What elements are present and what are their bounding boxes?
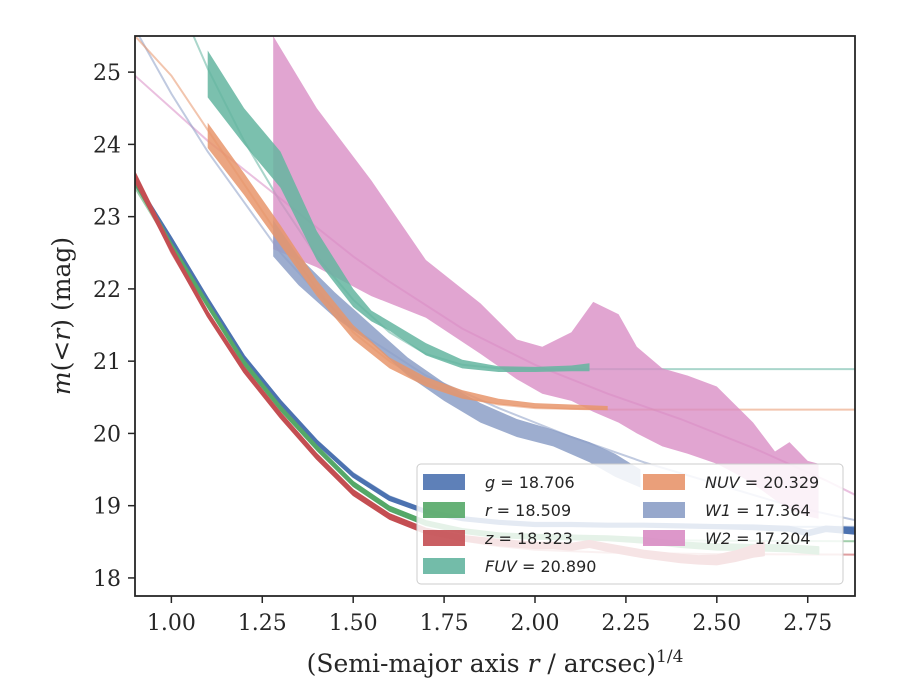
legend-label-z: z = 18.323: [484, 529, 573, 548]
x-tick-label: 2.25: [601, 611, 650, 636]
band-w1: [273, 220, 641, 488]
legend-label-g: g = 18.706: [485, 473, 575, 492]
x-tick-label: 1.75: [420, 611, 469, 636]
legend-label-r: r = 18.509: [485, 501, 571, 520]
y-tick-label: 23: [93, 206, 121, 231]
legend: g = 18.706 r = 18.509 z = 18.323 FUV = 20.8…: [416, 463, 844, 585]
legend-swatch-r: [423, 502, 465, 518]
axis-ticks: 1.00 1.25 1.50 1.75 2.00 2.25 2.50 2.75 18 19 20 21…: [93, 61, 832, 636]
legend-label-fuv: FUV = 20.890: [485, 557, 596, 576]
y-tick-label: 20: [93, 422, 121, 447]
y-axis-title: m(<r) (mag): [47, 237, 76, 395]
y-tick-label: 19: [93, 495, 121, 520]
legend-swatch-w1: [643, 502, 685, 518]
legend-swatch-nuv: [643, 474, 685, 490]
x-tick-label: 1.00: [147, 611, 196, 636]
x-tick-label: 2.00: [511, 611, 560, 636]
y-tick-label: 21: [93, 350, 121, 375]
x-tick-label: 2.50: [692, 611, 741, 636]
y-tick-label: 24: [93, 133, 121, 158]
x-tick-label: 1.50: [329, 611, 378, 636]
y-tick-label: 25: [93, 61, 121, 86]
legend-label-nuv: NUV = 20.329: [705, 473, 819, 492]
legend-frame: [416, 463, 844, 585]
y-tick-label: 22: [93, 278, 121, 303]
legend-swatch-w2: [643, 530, 685, 546]
x-axis-title: (Semi-major axis r / arcsec)1/4: [307, 647, 684, 678]
legend-swatch-g: [423, 474, 465, 490]
x-tick-label: 2.75: [783, 611, 832, 636]
band-w2: [273, 36, 819, 519]
legend-label-w2: W2 = 17.204: [705, 529, 811, 548]
legend-swatch-fuv: [423, 558, 465, 574]
legend-label-w1: W1 = 17.364: [705, 501, 811, 520]
x-tick-label: 1.25: [238, 611, 287, 636]
plot-frame: [134, 35, 856, 597]
band-g: [135, 178, 855, 537]
y-tick-label: 18: [93, 567, 121, 592]
legend-swatch-z: [423, 530, 465, 546]
